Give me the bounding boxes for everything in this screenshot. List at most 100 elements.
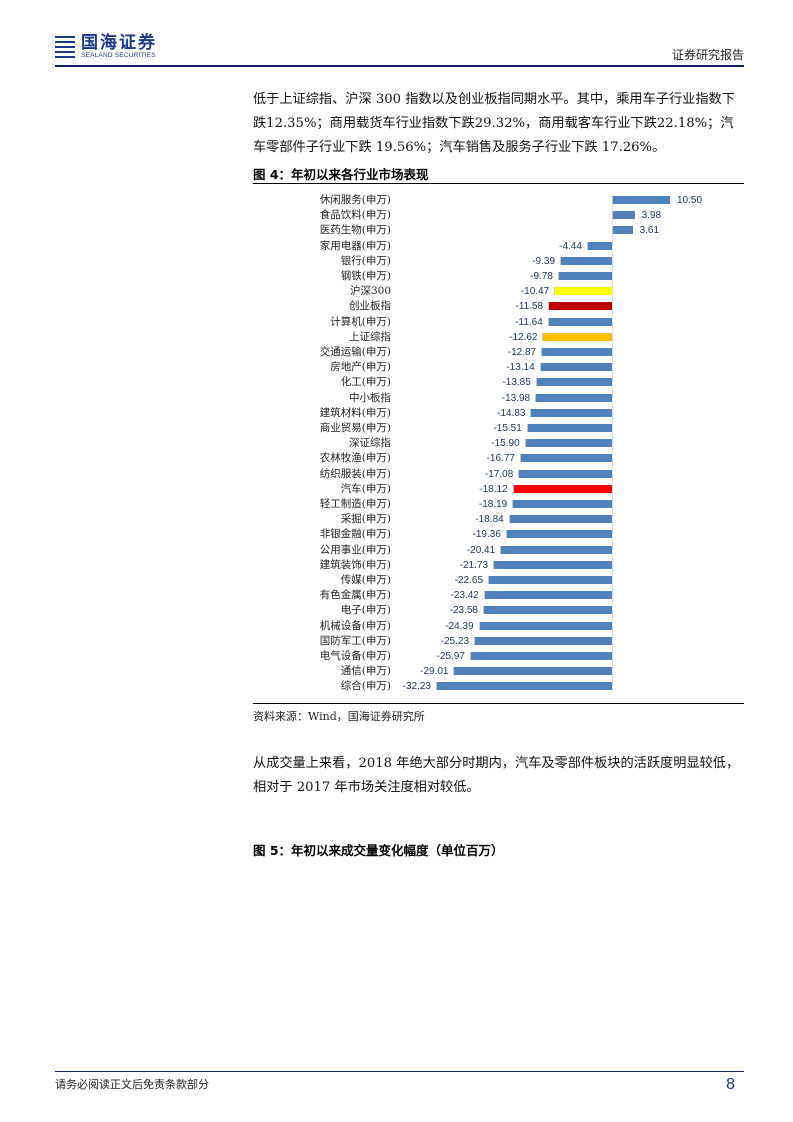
chart-row: 采掘(申万) -18.84 bbox=[253, 512, 744, 527]
value-label: -13.98 bbox=[501, 392, 531, 404]
value-label: -32.23 bbox=[402, 681, 431, 693]
data-bar bbox=[558, 272, 612, 280]
category-label: 商业贸易(申万) bbox=[319, 422, 391, 434]
chart-row: 创业板指 -11.58 bbox=[253, 299, 744, 314]
data-bar bbox=[540, 363, 612, 372]
category-label: 化工(申万) bbox=[340, 376, 391, 389]
chart-row: 银行(申万) -9.39 bbox=[253, 254, 744, 269]
category-label: 轻工制造(申万) bbox=[319, 498, 391, 510]
footer-disclaimer: 请务必阅读正文后免责条款部分 bbox=[55, 1078, 209, 1091]
chart-row: 钢铁(申万) -9.78 bbox=[253, 269, 744, 284]
chart-row: 机械设备(申万) -24.39 bbox=[253, 619, 744, 634]
value-label: -16.77 bbox=[486, 453, 515, 465]
chart-row: 上证综指 -12.62 bbox=[253, 330, 744, 345]
category-label: 传媒(申万) bbox=[340, 574, 391, 586]
data-bar bbox=[543, 332, 612, 341]
category-label: 计算机(申万) bbox=[330, 315, 391, 328]
value-label: -24.39 bbox=[445, 620, 474, 632]
chart-row: 深证综指 -15.90 bbox=[253, 436, 744, 451]
category-label: 非银金融(申万) bbox=[319, 528, 391, 541]
page-header: 国海证券 SEALAND SECURITIES 证券研究报告 bbox=[55, 30, 744, 64]
category-label: 汽车(申万) bbox=[340, 482, 391, 495]
value-label: -18.84 bbox=[475, 514, 504, 526]
chart-row: 商业贸易(申万) -15.51 bbox=[253, 421, 744, 436]
body-paragraph-2: 从成交量上来看，2018 年绝大部分时期内，汽车及零部件板块的活跃度明显较低，相… bbox=[253, 756, 740, 795]
category-label: 房地产(申万) bbox=[330, 361, 391, 374]
data-bar bbox=[555, 287, 612, 296]
value-label: -12.62 bbox=[509, 331, 538, 343]
value-label: -23.58 bbox=[449, 605, 478, 617]
chart-row: 房地产(申万) -13.14 bbox=[253, 360, 744, 375]
category-label: 农林牧渔(申万) bbox=[319, 452, 391, 465]
category-label: 采掘(申万) bbox=[340, 513, 391, 526]
category-label: 深证综指 bbox=[349, 437, 391, 450]
value-label: -12.87 bbox=[507, 347, 537, 358]
figure-4-title: 图 4：年初以来各行业市场表现 bbox=[253, 167, 429, 182]
data-bar bbox=[548, 317, 612, 326]
chart-row: 化工(申万) -13.85 bbox=[253, 375, 744, 390]
value-label: 10.50 bbox=[677, 195, 703, 206]
value-label: -18.19 bbox=[478, 499, 508, 510]
value-label: -4.44 bbox=[559, 240, 582, 252]
value-label: -15.90 bbox=[491, 438, 520, 450]
value-label: -9.78 bbox=[530, 271, 553, 282]
value-label: -17.08 bbox=[484, 468, 514, 480]
chart-row: 电子(申万) -23.58 bbox=[253, 603, 744, 618]
value-label: -15.51 bbox=[493, 423, 522, 434]
category-label: 交通运输(申万) bbox=[319, 346, 391, 358]
category-label: 食品饮料(申万) bbox=[319, 209, 391, 222]
chart-row: 纺织服装(申万) -17.08 bbox=[253, 467, 744, 482]
data-bar bbox=[454, 667, 612, 676]
data-bar bbox=[587, 241, 612, 250]
data-bar bbox=[531, 408, 612, 417]
company-logo: 国海证券 SEALAND SECURITIES bbox=[55, 34, 157, 60]
data-bar bbox=[479, 621, 612, 630]
data-bar bbox=[470, 652, 612, 660]
data-bar bbox=[494, 560, 612, 569]
value-label: -11.58 bbox=[515, 301, 544, 313]
category-label: 机械设备(申万) bbox=[319, 619, 391, 632]
category-label: 纺织服装(申万) bbox=[319, 467, 391, 480]
header-divider bbox=[55, 65, 744, 67]
chart-row: 沪深300 -10.47 bbox=[253, 284, 744, 299]
report-type-label: 证券研究报告 bbox=[671, 48, 744, 62]
value-label: -29.01 bbox=[420, 666, 449, 678]
chart-row: 轻工制造(申万) -18.19 bbox=[253, 497, 744, 512]
chart-row: 交通运输(申万) -12.87 bbox=[253, 345, 744, 360]
chart-row: 家用电器(申万) -4.44 bbox=[253, 239, 744, 254]
category-label: 电气设备(申万) bbox=[319, 650, 391, 662]
value-label: -18.12 bbox=[479, 483, 508, 495]
value-label: -22.65 bbox=[454, 575, 484, 586]
industry-performance-bar-chart: 休闲服务(申万) 10.50 食品饮料(申万) 3.98 医药生物(申万) 3.61 家用电… bbox=[253, 186, 744, 698]
category-label: 创业板指 bbox=[349, 300, 391, 313]
data-bar bbox=[613, 226, 633, 235]
data-bar bbox=[613, 196, 670, 204]
data-bar bbox=[536, 393, 612, 402]
category-label: 上证综指 bbox=[349, 330, 391, 343]
category-label: 中小板指 bbox=[349, 391, 391, 404]
category-label: 国防军工(申万) bbox=[319, 634, 391, 647]
logo-chinese-name: 国海证券 bbox=[81, 33, 157, 53]
data-bar bbox=[436, 682, 612, 691]
category-label: 电子(申万) bbox=[340, 604, 391, 617]
category-label: 休闲服务(申万) bbox=[319, 194, 391, 206]
page-number: 8 bbox=[726, 1076, 735, 1093]
footer-divider bbox=[55, 1071, 744, 1072]
chart-row: 传媒(申万) -22.65 bbox=[253, 573, 744, 588]
value-label: -11.64 bbox=[515, 316, 543, 328]
category-label: 公用事业(申万) bbox=[319, 543, 391, 556]
figure-4-source: 资料来源：Wind，国海证券研究所 bbox=[253, 710, 425, 723]
chart-row: 医药生物(申万) 3.61 bbox=[253, 223, 744, 238]
category-label: 建筑材料(申万) bbox=[319, 406, 391, 419]
data-bar bbox=[513, 500, 612, 508]
chart-row: 综合(申万) -32.23 bbox=[253, 679, 744, 694]
value-label: -25.23 bbox=[440, 635, 470, 647]
category-label: 医药生物(申万) bbox=[319, 224, 391, 237]
chart-row: 有色金属(申万) -23.42 bbox=[253, 588, 744, 603]
value-label: -19.36 bbox=[472, 529, 501, 541]
category-label: 银行(申万) bbox=[340, 254, 391, 267]
figure-4-bottom-rule bbox=[253, 703, 744, 704]
data-bar bbox=[489, 576, 612, 584]
chart-row: 通信(申万) -29.01 bbox=[253, 664, 744, 679]
logo-english-name: SEALAND SECURITIES bbox=[81, 52, 156, 59]
